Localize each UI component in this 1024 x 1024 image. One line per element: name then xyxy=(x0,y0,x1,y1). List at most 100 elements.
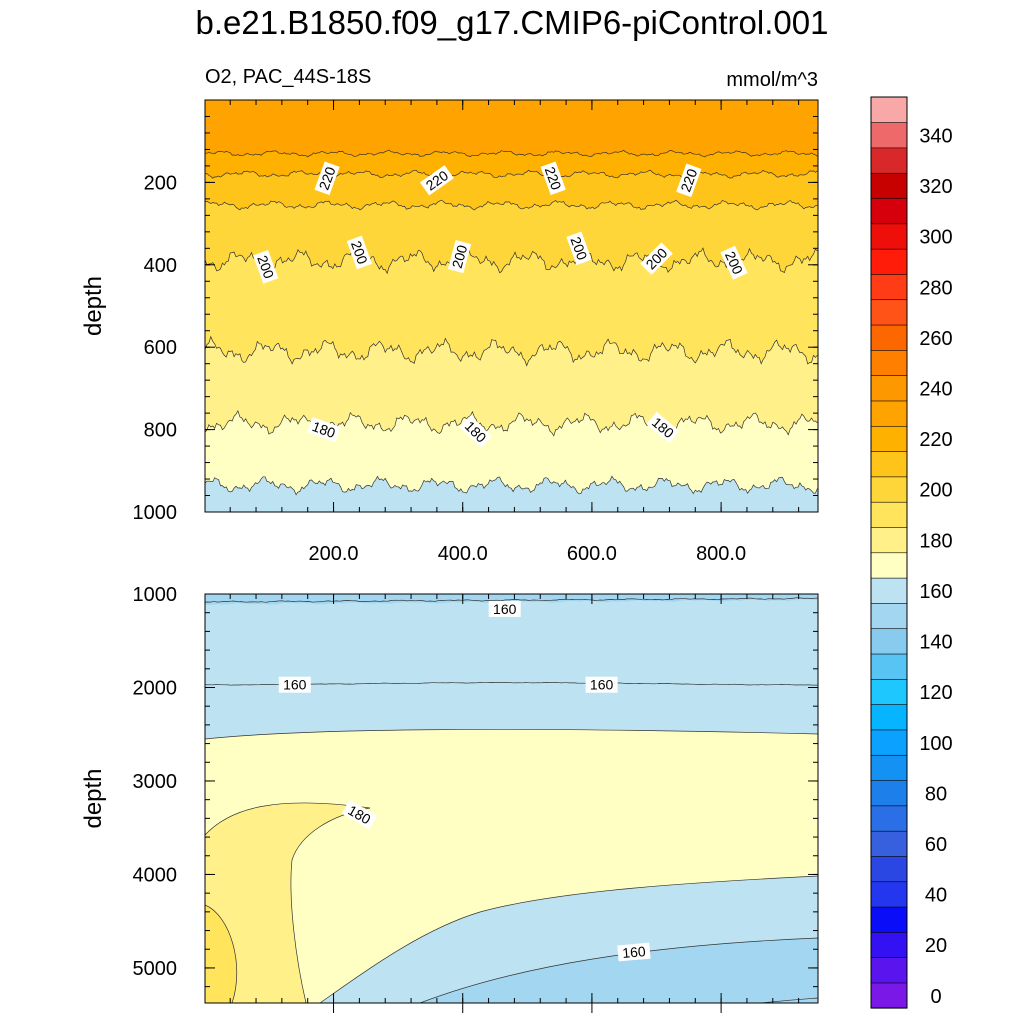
colorbar-segment-20 xyxy=(870,476,908,503)
colorbar-segment-22 xyxy=(870,425,908,452)
colorbar-segment-31 xyxy=(870,197,908,225)
colorbar-label: 80 xyxy=(925,783,947,805)
y-tick-label: 200 xyxy=(144,172,177,194)
colorbar-label: 240 xyxy=(919,379,952,401)
contour-label-text: 200 xyxy=(348,239,371,267)
colorbar-label: 160 xyxy=(919,581,952,603)
contour-label-box xyxy=(459,415,492,448)
colorbar-label: 280 xyxy=(919,277,952,299)
contour-label-box xyxy=(307,416,341,443)
upper-contour-line xyxy=(205,149,818,158)
x-tick-label: 800.0 xyxy=(696,543,746,565)
chart-title: b.e21.B1850.f09_g17.CMIP6-piControl.001 xyxy=(195,4,829,41)
contour-label-box xyxy=(540,161,566,196)
upper-contour-line xyxy=(205,199,818,211)
contour-label-lower-2: 160 xyxy=(585,676,618,693)
contour-label-0: 220 xyxy=(314,161,340,196)
colorbar-segment-3 xyxy=(870,906,908,933)
colorbar-segment-1 xyxy=(870,957,908,984)
colorbar-label: 60 xyxy=(925,834,947,856)
y-tick-label: 5000 xyxy=(133,958,178,980)
colorbar-label: 140 xyxy=(919,632,952,654)
y-tick-label: 4000 xyxy=(133,864,178,886)
colorbar-label: 100 xyxy=(919,733,952,755)
contour-label-lower-4: 160 xyxy=(617,942,651,962)
contour-label-text: 220 xyxy=(677,166,700,194)
contour-label-box xyxy=(314,161,340,196)
y-axis-label: depth xyxy=(80,768,107,828)
units-label: mmol/m^3 xyxy=(726,69,818,91)
colorbar-segment-12 xyxy=(870,678,908,705)
colorbar-segment-17 xyxy=(870,552,908,579)
colorbar-segment-32 xyxy=(870,172,908,199)
colorbar-segment-13 xyxy=(870,653,908,680)
plot-frame xyxy=(204,593,819,1004)
colorbar-segment-2 xyxy=(870,931,908,958)
y-tick-label: 800 xyxy=(144,420,177,442)
lower-contour-line xyxy=(759,997,818,1003)
y-tick-label: 1000 xyxy=(133,502,178,524)
x-tick-label: 600.0 xyxy=(567,543,617,565)
upper-contour-line xyxy=(205,475,818,496)
colorbar-label: 260 xyxy=(919,328,952,350)
x-tick-label: 400.0 xyxy=(438,543,488,565)
contour-label-lower-0: 160 xyxy=(488,600,521,617)
upper-contour-line xyxy=(205,335,818,367)
colorbar-segment-23 xyxy=(870,400,908,427)
contour-label-box xyxy=(585,676,618,693)
colorbar-segment-26 xyxy=(870,324,908,351)
contour-label-box xyxy=(278,676,311,693)
contour-label-text: 220 xyxy=(316,164,339,192)
colorbar-segment-7 xyxy=(870,805,908,832)
upper-contour-line xyxy=(205,247,818,275)
plot-frame xyxy=(204,99,819,513)
colorbar-segment-15 xyxy=(870,602,908,630)
colorbar-segment-29 xyxy=(870,248,908,275)
colorbar-label: 220 xyxy=(919,429,952,451)
variable-label: O2, PAC_44S-18S xyxy=(205,66,371,88)
colorbar-segment-30 xyxy=(870,223,908,250)
contour-label-6: 200 xyxy=(447,240,472,274)
colorbar-label: 0 xyxy=(930,986,941,1008)
contour-label-box xyxy=(720,245,748,280)
y-axis-label: depth xyxy=(80,276,107,336)
colorbar-segment-21 xyxy=(870,450,908,478)
y-tick-label: 2000 xyxy=(133,677,178,699)
colorbar-segment-9 xyxy=(870,754,908,781)
colorbar-segment-0 xyxy=(870,982,908,1009)
colorbar-segment-33 xyxy=(870,147,908,174)
contour-label-text: 200 xyxy=(567,235,590,263)
contour-label-5: 200 xyxy=(346,235,373,270)
contour-label-text: 160 xyxy=(283,677,307,693)
contour-label-text: 200 xyxy=(254,253,277,281)
contour-label-box xyxy=(488,600,521,617)
colorbar-label: 180 xyxy=(919,530,952,552)
colorbar-segment-35 xyxy=(870,96,908,123)
contour-label-box xyxy=(341,799,378,830)
contour-label-box xyxy=(420,165,454,196)
y-tick-label: 400 xyxy=(144,255,177,277)
colorbar-segment-4 xyxy=(870,881,908,908)
contour-label-box xyxy=(640,242,673,275)
contour-label-4: 200 xyxy=(253,250,279,284)
colorbar-segment-25 xyxy=(870,349,908,376)
contour-label-box xyxy=(617,942,651,962)
colorbar-segment-10 xyxy=(870,729,908,756)
contour-label-box xyxy=(566,231,592,266)
y-tick-label: 1000 xyxy=(133,584,178,606)
contour-label-box xyxy=(676,163,702,198)
contour-label-text: 160 xyxy=(590,677,614,693)
contour-label-text: 200 xyxy=(449,243,471,270)
colorbar-label: 320 xyxy=(919,176,952,198)
colorbar-label: 20 xyxy=(925,935,947,957)
lower-band-190 xyxy=(205,802,371,1003)
lower-contour-line xyxy=(205,597,818,603)
upper-contour-line xyxy=(205,410,818,437)
contour-label-box xyxy=(253,250,279,284)
upper-contour-line xyxy=(205,169,818,179)
colorbar-frame xyxy=(870,96,908,1009)
colorbar-segment-6 xyxy=(870,830,908,857)
